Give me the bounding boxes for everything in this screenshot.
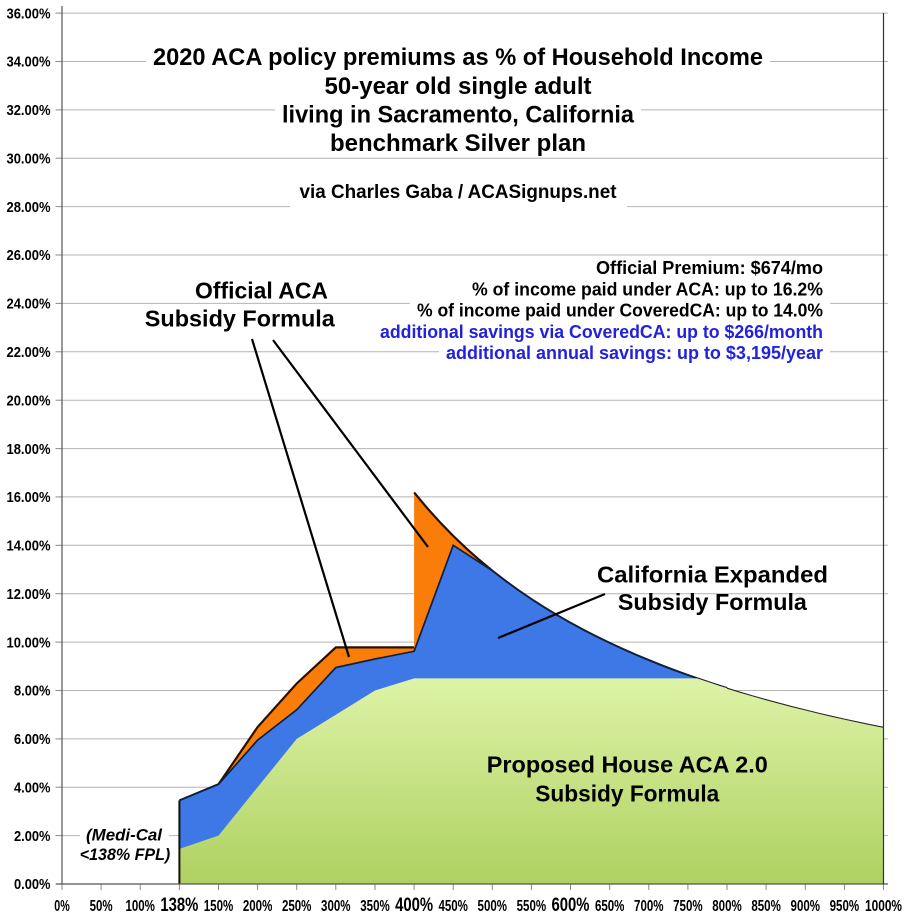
svg-text:0.00%: 0.00% <box>14 876 51 893</box>
svg-text:26.00%: 26.00% <box>7 247 51 264</box>
svg-text:800%: 800% <box>712 898 742 915</box>
svg-text:138%: 138% <box>160 895 198 916</box>
svg-text:Subsidy Formula: Subsidy Formula <box>618 589 808 615</box>
svg-text:Subsidy Formula: Subsidy Formula <box>535 780 720 806</box>
svg-text:additional annual savings: up: additional annual savings: up to $3,195/… <box>446 343 823 363</box>
svg-text:California Expanded: California Expanded <box>597 561 828 587</box>
svg-text:450%: 450% <box>438 898 468 915</box>
svg-text:0%: 0% <box>54 898 70 915</box>
svg-text:250%: 250% <box>282 898 312 915</box>
svg-text:950%: 950% <box>830 898 860 915</box>
svg-text:100%: 100% <box>125 898 155 915</box>
svg-text:700%: 700% <box>634 898 664 915</box>
svg-text:10.00%: 10.00% <box>7 634 51 651</box>
svg-text:350%: 350% <box>360 898 390 915</box>
svg-text:14.00%: 14.00% <box>7 538 51 555</box>
svg-text:% of income paid under Covered: % of income paid under CoveredCA: up to … <box>417 301 823 321</box>
svg-text:2.00%: 2.00% <box>14 828 51 845</box>
svg-text:50-year old single adult: 50-year old single adult <box>325 73 592 100</box>
svg-text:(Medi-Cal: (Medi-Cal <box>86 827 162 845</box>
svg-text:20.00%: 20.00% <box>7 392 51 409</box>
svg-text:36.00%: 36.00% <box>7 5 51 22</box>
svg-text:<138% FPL): <138% FPL) <box>80 846 171 864</box>
svg-text:22.00%: 22.00% <box>7 344 51 361</box>
svg-text:850%: 850% <box>751 898 781 915</box>
svg-text:200%: 200% <box>243 898 273 915</box>
svg-text:living in Sacramento, Californ: living in Sacramento, California <box>282 101 635 128</box>
svg-text:750%: 750% <box>673 898 703 915</box>
svg-text:24.00%: 24.00% <box>7 296 51 313</box>
svg-text:900%: 900% <box>791 898 821 915</box>
svg-text:18.00%: 18.00% <box>7 441 51 458</box>
svg-text:Official Premium: $674/mo: Official Premium: $674/mo <box>596 258 823 278</box>
svg-text:28.00%: 28.00% <box>7 199 51 216</box>
svg-text:400%: 400% <box>395 895 433 916</box>
svg-text:300%: 300% <box>321 898 351 915</box>
svg-text:600%: 600% <box>552 895 590 916</box>
svg-text:6.00%: 6.00% <box>14 731 51 748</box>
svg-text:150%: 150% <box>204 898 234 915</box>
svg-text:8.00%: 8.00% <box>14 683 51 700</box>
svg-text:500%: 500% <box>478 898 508 915</box>
svg-text:benchmark Silver plan: benchmark Silver plan <box>330 130 586 157</box>
svg-text:additional savings via Covered: additional savings via CoveredCA: up to … <box>380 322 823 342</box>
svg-text:2020 ACA policy premiums as %: 2020 ACA policy premiums as % of Househo… <box>153 44 763 71</box>
svg-text:Official ACA: Official ACA <box>195 278 328 304</box>
svg-text:4.00%: 4.00% <box>14 779 51 796</box>
svg-text:34.00%: 34.00% <box>7 54 51 71</box>
svg-text:32.00%: 32.00% <box>7 102 51 119</box>
svg-text:550%: 550% <box>517 898 547 915</box>
svg-text:1000%: 1000% <box>865 898 902 915</box>
svg-text:50%: 50% <box>90 898 113 915</box>
svg-text:650%: 650% <box>595 898 625 915</box>
svg-text:16.00%: 16.00% <box>7 489 51 506</box>
svg-text:via Charles Gaba / ACASignups.: via Charles Gaba / ACASignups.net <box>300 182 618 203</box>
svg-text:% of income paid under ACA: up: % of income paid under ACA: up to 16.2% <box>472 279 823 299</box>
svg-text:Proposed House ACA 2.0: Proposed House ACA 2.0 <box>487 751 768 777</box>
svg-text:30.00%: 30.00% <box>7 150 51 167</box>
svg-text:Subsidy Formula: Subsidy Formula <box>145 306 336 332</box>
svg-text:12.00%: 12.00% <box>7 586 51 603</box>
